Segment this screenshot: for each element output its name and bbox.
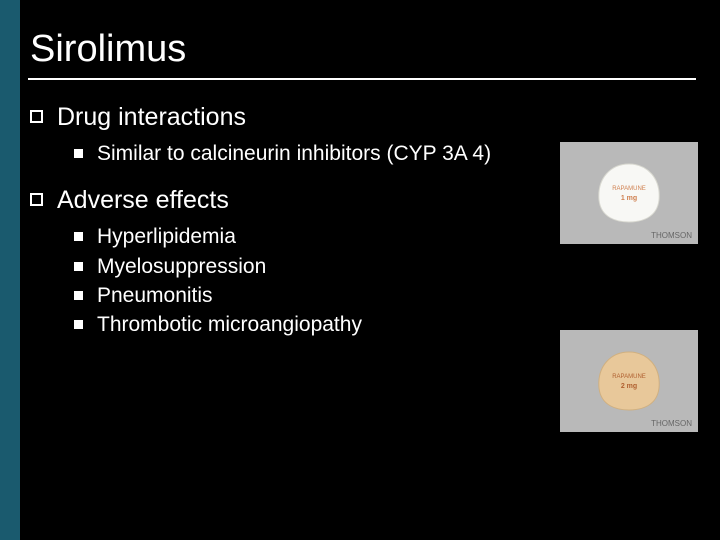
slide-title: Sirolimus bbox=[30, 28, 186, 71]
section-items: Hyperlipidemia Myelosuppression Pneumoni… bbox=[74, 223, 510, 338]
solid-square-bullet-icon bbox=[74, 232, 83, 241]
section-heading-text: Adverse effects bbox=[57, 185, 229, 215]
section-items: Similar to calcineurin inhibitors (CYP 3… bbox=[74, 140, 510, 167]
list-item-text: Myelosuppression bbox=[97, 253, 266, 280]
list-item: Similar to calcineurin inhibitors (CYP 3… bbox=[74, 140, 510, 167]
pill-image-2mg: RAPAMUNE 2 mg THOMSON bbox=[560, 330, 698, 432]
solid-square-bullet-icon bbox=[74, 320, 83, 329]
image-watermark: THOMSON bbox=[651, 231, 692, 240]
accent-bar bbox=[0, 0, 20, 540]
solid-square-bullet-icon bbox=[74, 262, 83, 271]
pill-label-bottom: 1 mg bbox=[621, 195, 637, 202]
title-underline bbox=[28, 78, 696, 80]
section-heading: Drug interactions bbox=[30, 102, 510, 132]
pill-label-bottom: 2 mg bbox=[621, 383, 637, 390]
hollow-square-bullet-icon bbox=[30, 110, 43, 123]
section-heading-text: Drug interactions bbox=[57, 102, 246, 132]
hollow-square-bullet-icon bbox=[30, 193, 43, 206]
list-item-text: Hyperlipidemia bbox=[97, 223, 236, 250]
pill-image-1mg: RAPAMUNE 1 mg THOMSON bbox=[560, 142, 698, 244]
list-item-text: Similar to calcineurin inhibitors (CYP 3… bbox=[97, 140, 491, 167]
section-heading: Adverse effects bbox=[30, 185, 510, 215]
list-item: Hyperlipidemia bbox=[74, 223, 510, 250]
list-item: Pneumonitis bbox=[74, 282, 510, 309]
pill-icon: RAPAMUNE 1 mg bbox=[593, 160, 665, 226]
slide-body: Drug interactions Similar to calcineurin… bbox=[30, 96, 510, 356]
list-item: Myelosuppression bbox=[74, 253, 510, 280]
list-item-text: Pneumonitis bbox=[97, 282, 213, 309]
image-watermark: THOMSON bbox=[651, 419, 692, 428]
list-item-text: Thrombotic microangiopathy bbox=[97, 311, 362, 338]
list-item: Thrombotic microangiopathy bbox=[74, 311, 510, 338]
pill-label-top: RAPAMUNE bbox=[612, 186, 646, 192]
pill-label-top: RAPAMUNE bbox=[612, 374, 646, 380]
solid-square-bullet-icon bbox=[74, 149, 83, 158]
solid-square-bullet-icon bbox=[74, 291, 83, 300]
pill-icon: RAPAMUNE 2 mg bbox=[593, 348, 665, 414]
